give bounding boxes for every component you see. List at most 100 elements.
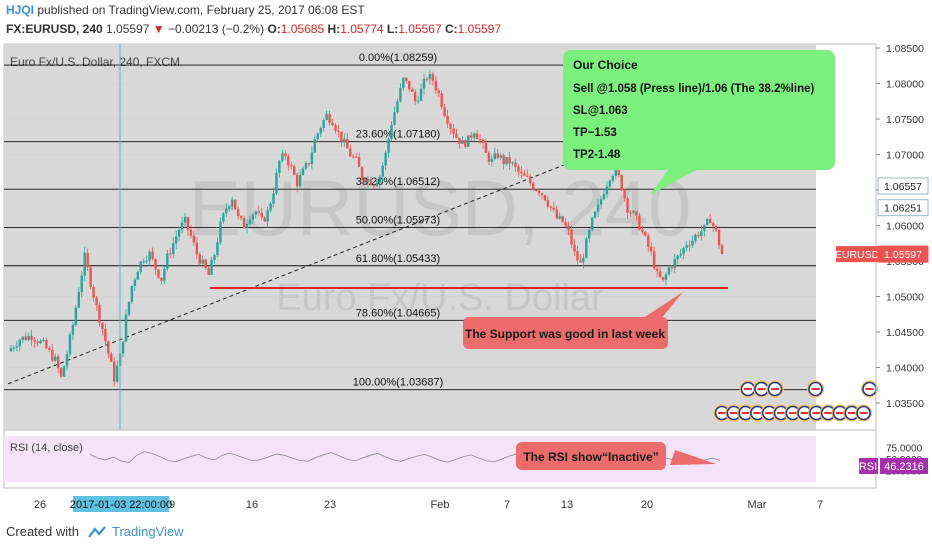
candle-body [33,340,36,342]
candle-body [440,93,443,108]
candle-body [443,107,446,116]
candle-body [54,356,57,361]
candle-body [201,259,204,264]
candle-body [248,219,252,224]
candle-body [236,209,240,216]
candle-body [464,140,467,147]
candle-body [537,190,541,194]
economic-events[interactable] [713,380,879,422]
candle-body [266,210,269,222]
event-flag-stripe [836,412,844,414]
candle-body [127,301,131,315]
candle-body [375,183,379,187]
chart-svg[interactable]: EURUSD, 240 Euro Fx/U.S. Dollar Euro Fx/… [0,40,932,518]
tradingview-brand[interactable]: TradingView [112,524,184,539]
support-callout[interactable]: The Support was good in last week [463,292,683,349]
candle-body [582,257,585,263]
symbol-tag [836,246,878,263]
candle-body [493,153,497,160]
ohlc-line: FX:EURUSD, 240 1.05597 ▼ −0.00213 (−0.2%… [6,22,501,36]
candle-body [390,124,393,139]
x-tick-label: 9 [169,499,175,511]
candle-body [322,120,325,128]
rsi-callout[interactable]: The RSI show“Inactive” [516,442,716,470]
candle-body [419,88,423,101]
candle-body [408,80,411,90]
candle-body [552,207,556,210]
candle-body [399,87,402,102]
rsi-badge-tag-label: RSI [859,461,877,473]
time-highlight-label: 2017-01-03 22:00:00 [70,499,172,511]
candle-body [145,260,148,262]
y-tick-label: 1.05000 [886,292,924,304]
candle-body [251,214,255,220]
candle-body [652,251,656,269]
candle-body [472,133,476,138]
x-tick-label: 20 [641,499,653,511]
candle-body [295,174,299,187]
candle-body [89,267,92,288]
candle-body [239,215,243,218]
candle-body [366,179,370,182]
candle-body [107,341,110,354]
candle-body [62,366,66,377]
candle-body [121,341,125,354]
candle-body [558,216,561,219]
candle-body [204,259,207,269]
candle-body [263,217,266,222]
candle-body [396,101,399,113]
candle-body [334,125,337,131]
candle-body [549,206,553,208]
candle-body [425,78,429,80]
x-tick-label: 7 [817,499,823,511]
candle-body [511,162,514,164]
choice-callout[interactable]: Our Choice Sell @1.058 (Press line)/1.06… [563,50,835,195]
candle-body [74,307,78,325]
candle-body [413,91,417,102]
candle-body [602,194,606,200]
candle-body [207,268,210,275]
candle-body [15,346,19,348]
candle-body [360,166,364,179]
candle-body [428,74,432,80]
choice-title: Our Choice [573,58,638,72]
y-tick-label: 1.06000 [886,221,924,233]
y-tick-label: 1.07000 [886,150,924,162]
candle-body [113,361,116,382]
candle-body [434,80,438,91]
candle-body [310,152,314,165]
candle-body [372,185,376,187]
fib-level-label: 100.00%(1.03687) [353,377,444,389]
low-value: 1.05567 [398,22,442,36]
candle-body [708,219,712,224]
candle-body [154,258,157,270]
candle-body [369,179,373,186]
candle-body [163,268,166,281]
candle-body [703,224,706,232]
candle-body [174,236,178,244]
candle-body [110,353,113,362]
event-flag-stripe [777,412,785,414]
candle-body [130,285,134,302]
fib-level-label: 0.00%(1.08259) [359,52,437,64]
x-tick-label: 16 [246,499,258,511]
candle-body [490,159,494,162]
candle-body [172,243,175,255]
candle-body [611,176,615,181]
candle-body [647,235,650,247]
candle-body [233,199,237,210]
high-value: 1.05774 [340,22,384,36]
author-name[interactable]: HJQI [6,3,35,17]
candle-body [667,267,671,275]
candle-body [387,138,390,153]
candle-body [245,223,249,229]
candle-body [596,204,600,212]
candle-body [508,157,511,164]
candle-body [446,115,449,124]
candle-body [505,157,508,165]
candle-body [18,339,22,347]
candle-body [340,131,343,142]
candle-body [95,297,98,305]
candle-body [685,245,688,248]
candle-body [316,133,319,140]
